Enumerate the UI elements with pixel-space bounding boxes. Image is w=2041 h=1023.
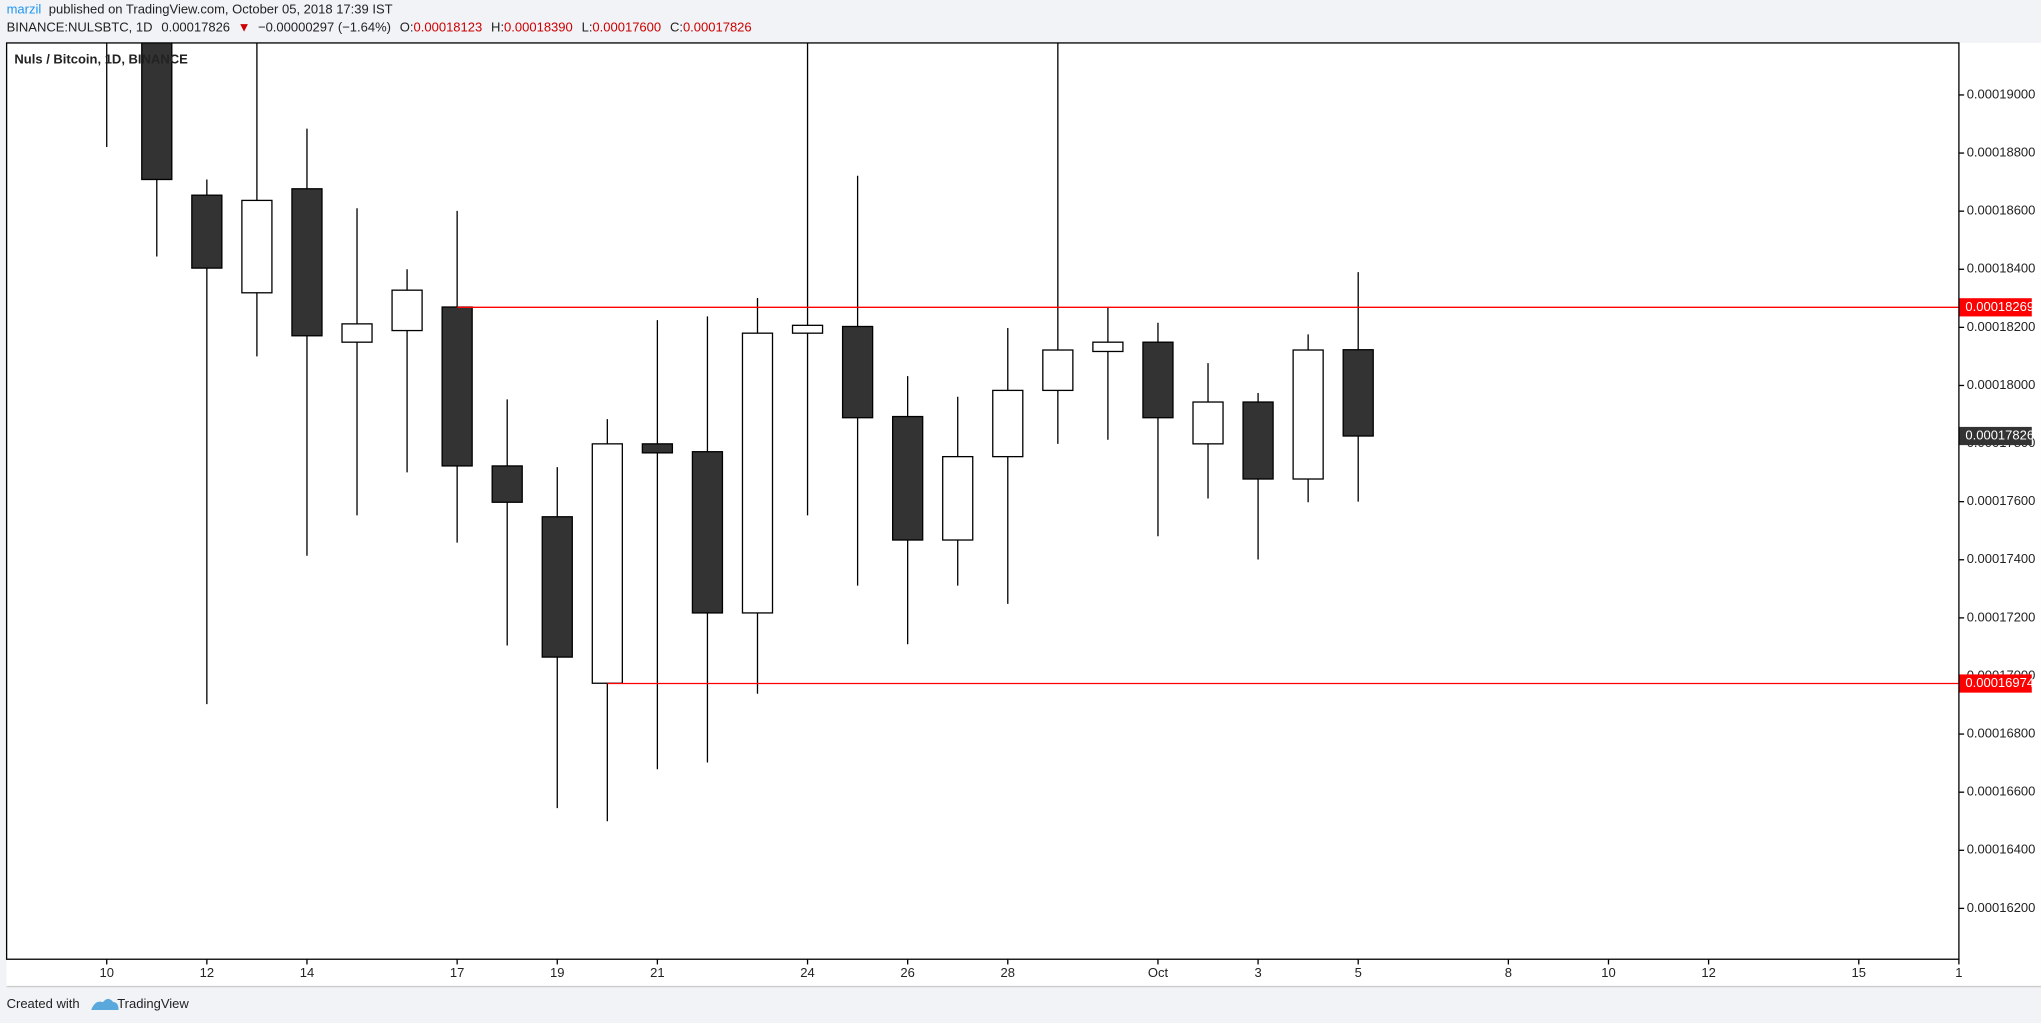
y-tick-label: 0.00017200 [1967,609,2036,624]
x-tick-label: 12 [1701,965,1715,980]
candle-body [241,199,273,294]
x-tick-label: Oct [1148,965,1169,980]
last-price: 0.00017826 [161,20,230,35]
x-tick-label: 17 [450,965,464,980]
y-tick-label: 0.00017400 [1967,551,2036,566]
change: −0.00000297 (−1.64%) [258,20,391,35]
ohlc-value: 0.00017600 [592,20,661,35]
footer-created: Created with [7,996,80,1011]
symbol-line: BINANCE:NULSBTC, 1D 0.00017826 ▼ −0.0000… [7,20,752,35]
x-tick-label: 21 [650,965,664,980]
candle-body [992,389,1024,458]
ohlc-key: C: [670,20,683,35]
candle-body [891,415,924,541]
x-tick-label: 3 [1254,965,1261,980]
candle-body [141,42,173,181]
y-tick-label: 0.00017600 [1967,493,2036,508]
footer-brand[interactable]: TradingView [117,996,189,1011]
x-tick-label: 10 [99,965,113,980]
candle-body [341,323,373,343]
change-arrow: ▼ [238,20,251,35]
candle-body [441,306,473,467]
candle-body [942,455,974,541]
x-tick-label: 15 [1852,965,1866,980]
x-tick-label: 14 [300,965,314,980]
y-tick-label: 0.00018600 [1967,203,2036,218]
x-tick-label: 5 [1355,965,1362,980]
candle-body [291,188,323,337]
candle-body [1292,349,1324,480]
x-tick-label: 19 [550,965,564,980]
symbol: BINANCE:NULSBTC, 1D [7,20,153,35]
candle-body [1142,341,1174,419]
x-tick-label: 28 [1001,965,1015,980]
candle-body [541,516,573,658]
logo [91,998,119,1010]
ohlc-key: O: [400,20,414,35]
chart-title: Nuls / Bitcoin, 1D, BINANCE [14,51,188,66]
candle-body [841,325,874,419]
y-tick-label: 0.00018400 [1967,261,2036,276]
candle-body [741,332,774,614]
candle-body [1342,349,1374,437]
candle-body [1042,349,1074,392]
y-tick-label: 0.00016600 [1967,784,2036,799]
level-label-box [1958,298,2032,317]
price-label-box [1958,426,2032,446]
x-tick-label: 12 [200,965,214,980]
y-tick-label: 0.00016400 [1967,842,2036,857]
candle-body [691,451,724,614]
plot-border [5,42,1960,960]
y-tick-label: 0.00016200 [1967,900,2036,915]
y-tick-label: 0.00018800 [1967,144,2036,159]
y-tick-label: 0.00016800 [1967,726,2036,741]
x-tick-label: 26 [900,965,914,980]
candle-body [191,194,223,269]
y-tick-label: 0.00018200 [1967,319,2036,334]
ohlc-key: L: [582,20,593,35]
x-tick-label: 1 [1955,965,1962,980]
candle-body [641,443,674,454]
candle-body [1242,401,1274,480]
y-tick-label: 0.00018000 [1967,377,2036,392]
y-tick-label: 0.00019000 [1967,86,2036,101]
candle-body [1192,401,1224,445]
candle-body [1092,341,1124,353]
candle-body [791,324,824,334]
level-label: 0.00016974 [1965,675,2034,690]
header-line: marzil published on TradingView.com, Oct… [7,2,393,17]
ohlc-value: 0.00018390 [504,20,573,35]
candle-body [591,443,623,684]
level-label-box [1958,674,2032,693]
level-label: 0.00018269 [1965,299,2034,314]
plot-area [106,42,1959,822]
author[interactable]: marzil [7,2,42,17]
price-label: 0.00017826 [1965,427,2034,442]
overlay: 0.00016200 0.00016400 0.00016600 0.00016800… [99,86,2035,980]
x-tick-label: 24 [800,965,814,980]
chart-background [6,42,2041,987]
x-tick-label: 10 [1601,965,1615,980]
x-tick-label: 8 [1505,965,1512,980]
ohlc-value: 0.00018123 [414,20,483,35]
candle-body [491,465,523,503]
ohlc-value: 0.00017826 [683,20,752,35]
published: published on TradingView.com, October 05… [49,2,393,17]
ohlc-key: H: [491,20,504,35]
candle-body [391,289,423,332]
